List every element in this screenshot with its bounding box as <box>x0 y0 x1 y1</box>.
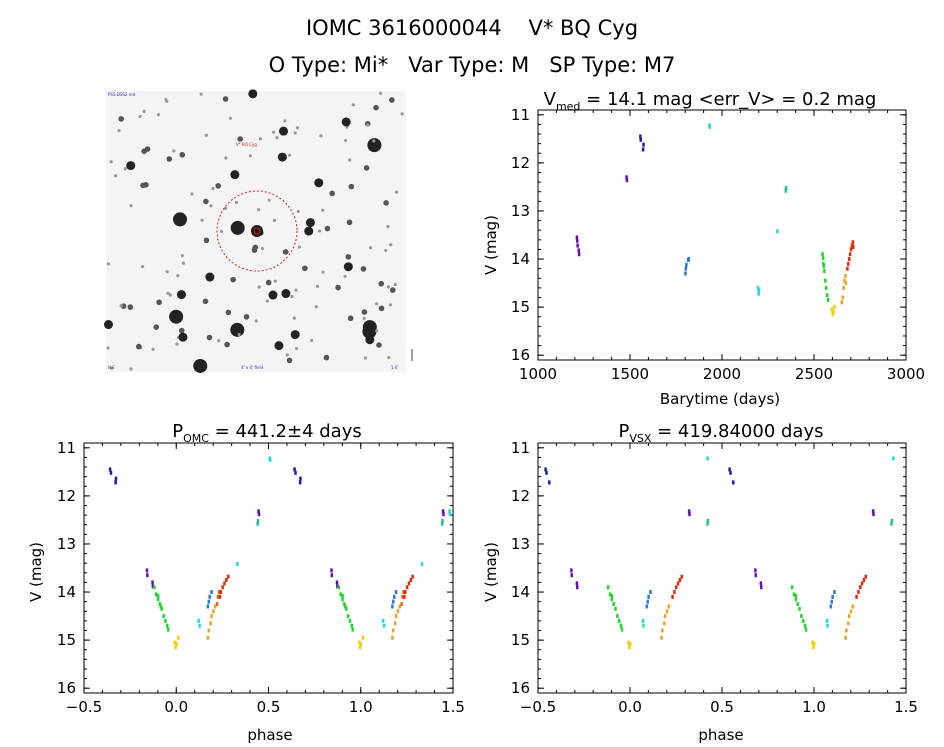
data-point <box>646 604 649 608</box>
data-point <box>660 636 663 640</box>
data-point <box>548 480 551 484</box>
data-point <box>671 595 674 599</box>
data-point <box>663 621 666 625</box>
x-tick-label: 1.0 <box>802 698 826 716</box>
data-point <box>570 573 573 577</box>
data-point <box>675 585 678 589</box>
data-point <box>607 585 610 589</box>
data-point <box>706 456 709 460</box>
data-point <box>732 480 735 484</box>
data-point <box>865 575 868 579</box>
y-tick-label: 15 <box>511 631 530 649</box>
data-point <box>629 642 632 646</box>
data-point <box>576 581 579 585</box>
data-point <box>850 609 853 613</box>
phase-vsx-xlabel: phase <box>698 726 743 744</box>
data-point <box>852 604 855 608</box>
data-point <box>805 628 808 632</box>
data-point <box>859 585 862 589</box>
data-point <box>796 602 799 606</box>
data-point <box>616 614 619 618</box>
data-point <box>804 624 807 628</box>
data-point <box>666 609 669 613</box>
phase-vsx-axes: −0.5 0.0 0.5 1.0 1.5 11 12 13 14 15 16 <box>511 439 918 716</box>
data-point <box>611 594 614 598</box>
data-point <box>681 575 684 579</box>
data-point <box>833 590 836 594</box>
data-point <box>844 636 847 640</box>
data-point <box>647 595 650 599</box>
data-point <box>754 573 757 577</box>
data-point <box>688 512 691 516</box>
data-point <box>830 604 833 608</box>
data-point <box>620 624 623 628</box>
x-tick-label: 1.5 <box>894 698 918 716</box>
plot-frame <box>538 443 906 693</box>
data-point <box>802 619 805 623</box>
data-point <box>857 590 860 594</box>
data-point <box>800 614 803 618</box>
y-tick-label: 11 <box>511 439 530 457</box>
phase-vsx-ylabel: V (mag) <box>482 542 500 602</box>
data-point <box>661 629 664 633</box>
data-point <box>892 456 895 460</box>
data-point <box>754 568 757 572</box>
data-point <box>795 594 798 598</box>
data-point <box>831 595 834 599</box>
data-point <box>707 519 710 523</box>
data-point <box>545 471 548 475</box>
data-point <box>664 614 667 618</box>
y-tick-label: 14 <box>511 583 530 601</box>
data-point <box>847 621 850 625</box>
data-point <box>826 619 829 623</box>
data-point <box>813 642 816 646</box>
data-point <box>570 568 573 572</box>
data-point <box>673 590 676 594</box>
data-point <box>760 585 763 589</box>
data-point <box>729 471 732 475</box>
data-point <box>621 628 624 632</box>
data-point <box>872 512 875 516</box>
y-tick-label: 12 <box>511 487 530 505</box>
data-point <box>612 602 615 606</box>
data-point <box>642 619 645 623</box>
data-point <box>614 607 617 611</box>
x-tick-label: 0.0 <box>618 698 642 716</box>
x-tick-label: −0.5 <box>520 698 556 716</box>
data-point <box>830 600 833 604</box>
data-point <box>668 604 671 608</box>
data-point <box>576 585 579 589</box>
data-point <box>618 619 621 623</box>
phase-vsx-plot: PVSX = 419.84000 days −0.5 0.0 0.5 1.0 1.5 11… <box>0 0 944 747</box>
data-point <box>791 585 794 589</box>
data-point <box>826 624 829 628</box>
phase-vsx-title: PVSX = 419.84000 days <box>619 421 824 445</box>
data-point <box>848 614 851 618</box>
y-tick-label: 16 <box>511 679 530 697</box>
y-tick-label: 13 <box>511 535 530 553</box>
data-point <box>855 595 858 599</box>
x-tick-label: 0.5 <box>710 698 734 716</box>
data-point <box>845 629 848 633</box>
data-point <box>642 624 645 628</box>
data-point <box>891 519 894 523</box>
data-point <box>646 600 649 604</box>
data-point <box>798 607 801 611</box>
data-point <box>760 581 763 585</box>
data-point <box>649 590 652 594</box>
